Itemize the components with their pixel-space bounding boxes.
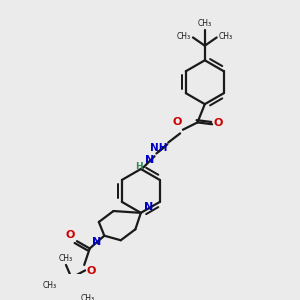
Text: CH₃: CH₃ [198,19,212,28]
Text: CH₃: CH₃ [218,32,233,41]
Text: CH₃: CH₃ [43,280,57,290]
Text: N: N [144,202,153,212]
Text: H: H [135,162,143,171]
Text: CH₃: CH₃ [177,32,191,41]
Text: CH₃: CH₃ [59,254,73,263]
Text: O: O [87,266,96,276]
Text: O: O [172,117,182,127]
Text: O: O [66,230,75,240]
Text: CH₃: CH₃ [81,294,95,300]
Text: NH: NH [150,143,167,153]
Text: N: N [92,237,102,247]
Text: O: O [213,118,222,128]
Text: N: N [145,155,154,165]
